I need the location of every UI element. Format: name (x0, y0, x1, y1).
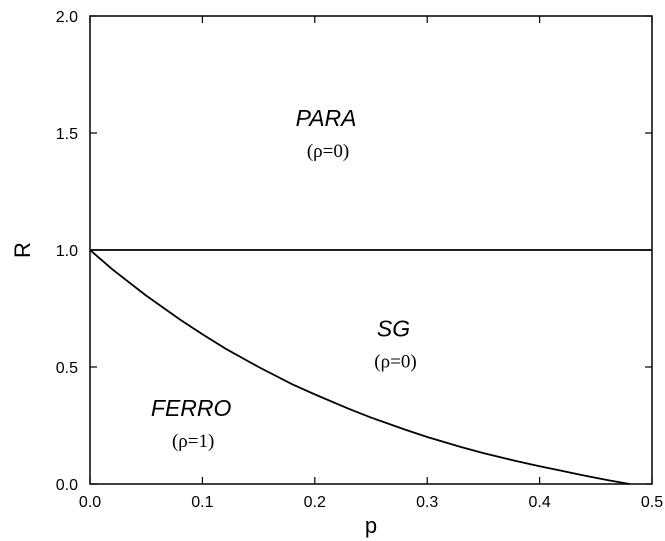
y-axis-ticks: 0.0 0.5 1.0 1.5 2.0 (56, 9, 652, 494)
region-label-sg: SG (377, 316, 410, 342)
region-sublabel-para: (ρ=0) (307, 141, 349, 162)
region-label-ferro: FERRO (151, 395, 232, 421)
x-tick-label: 0.4 (528, 494, 550, 511)
x-axis-label: p (365, 513, 377, 538)
region-labels: PARA (ρ=0) SG (ρ=0) FERRO (ρ=1) (151, 105, 417, 452)
x-tick-label: 0.0 (79, 494, 101, 511)
x-axis-ticks: 0.0 0.1 0.2 0.3 0.4 0.5 (79, 16, 663, 511)
y-axis-label: R (10, 242, 35, 258)
boundary-curve (89, 249, 630, 485)
y-tick-label: 2.0 (56, 9, 78, 26)
x-tick-label: 0.1 (191, 494, 213, 511)
phase-boundaries (89, 249, 652, 485)
y-tick-label: 0.5 (56, 360, 78, 377)
region-label-para: PARA (296, 105, 357, 131)
x-tick-label: 0.5 (641, 494, 663, 511)
region-sublabel-ferro: (ρ=1) (172, 431, 214, 452)
y-tick-label: 1.0 (56, 243, 78, 260)
x-tick-label: 0.2 (304, 494, 326, 511)
y-tick-label: 1.5 (56, 126, 78, 143)
x-tick-label: 0.3 (416, 494, 438, 511)
region-sublabel-sg: (ρ=0) (374, 352, 416, 373)
y-tick-label: 0.0 (56, 477, 78, 494)
